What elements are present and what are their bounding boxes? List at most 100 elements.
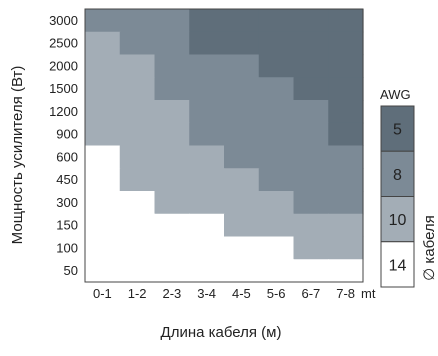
y-tick-label: 3000 — [49, 13, 78, 28]
heatmap-cell — [224, 191, 260, 215]
heatmap-cell — [224, 54, 260, 78]
y-tick-label: 1200 — [49, 104, 78, 119]
heatmap-cell — [258, 77, 295, 101]
heatmap-cell — [293, 168, 329, 192]
heatmap-cell — [85, 100, 121, 124]
heatmap-cell — [293, 259, 329, 283]
y-tick-label: 600 — [56, 149, 78, 164]
heatmap-cell — [154, 259, 190, 283]
heatmap-cell — [119, 54, 156, 78]
heatmap-cell — [154, 100, 190, 124]
x-axis-title: Длина кабеля (м) — [161, 324, 282, 341]
heatmap-cell — [85, 168, 121, 192]
heatmap-cell — [189, 213, 225, 238]
heatmap-cell — [328, 236, 364, 260]
x-unit-label: mt — [361, 286, 376, 301]
heatmap-cell — [154, 54, 190, 78]
y-tick-label: 900 — [56, 127, 78, 142]
heatmap-cell — [154, 145, 190, 169]
y-tick-label: 100 — [56, 240, 78, 255]
heatmap-cell — [293, 100, 329, 124]
heatmap-cell — [224, 77, 260, 101]
heatmap-cell — [258, 122, 295, 147]
heatmap-cell — [224, 168, 260, 192]
heatmap-cell — [293, 31, 329, 56]
legend-label: 14 — [389, 257, 407, 274]
y-tick-label: 150 — [56, 218, 78, 233]
heatmap-cell — [328, 191, 364, 215]
heatmap-cell — [119, 213, 156, 238]
heatmap-cell — [85, 191, 121, 215]
heatmap-cell — [328, 100, 364, 124]
y-tick-label: 1500 — [49, 81, 78, 96]
plot-border — [84, 8, 364, 283]
heatmap-cell — [293, 145, 329, 169]
heatmap-cell — [85, 213, 121, 238]
heatmap-cell — [328, 213, 364, 238]
heatmap-cell — [224, 122, 260, 147]
heatmap-cell — [293, 236, 329, 260]
heatmap-cell — [328, 31, 364, 56]
heatmap-cell — [85, 145, 121, 169]
heatmap-cell — [85, 236, 121, 260]
x-tick-labels: 0-1 1-2 2-3 3-4 4-5 5-6 6-7 7-8 — [93, 286, 355, 301]
heatmap-cell — [328, 259, 364, 283]
heatmap-cell — [224, 259, 260, 283]
heatmap-cell — [224, 213, 260, 238]
heatmap-cell — [119, 168, 156, 192]
heatmap-cell — [224, 31, 260, 56]
heatmap-cell — [85, 31, 121, 56]
heatmap-cell — [293, 191, 329, 215]
heatmap-cell — [154, 122, 190, 147]
y-axis-title: Мощность усилителя (Вт) — [9, 66, 26, 245]
heatmap-cell — [224, 236, 260, 260]
heatmap-cell — [328, 145, 364, 169]
y-tick-label: 2000 — [49, 58, 78, 73]
heatmap-cell — [258, 31, 295, 56]
heatmap-cell — [85, 9, 121, 33]
heatmap-cell — [224, 100, 260, 124]
heatmap-cell — [293, 9, 329, 33]
heatmap-cell — [154, 31, 190, 56]
heatmap-cell — [328, 54, 364, 78]
x-tick-label: 2-3 — [162, 286, 181, 301]
heatmap-cell — [258, 9, 295, 33]
heatmap-cell — [258, 213, 295, 238]
heatmap-cell — [119, 9, 156, 33]
heatmap-cell — [293, 213, 329, 238]
awg-legend: 5 8 10 14 — [380, 105, 415, 288]
heatmap-grid — [85, 9, 364, 283]
heatmap-cell — [293, 77, 329, 101]
heatmap-cell — [119, 236, 156, 260]
x-tick-label: 6-7 — [301, 286, 320, 301]
y-tick-labels: 3000 2500 2000 1500 1200 900 600 450 300 150 100 50 — [49, 13, 78, 278]
heatmap-cell — [154, 9, 190, 33]
heatmap-cell — [224, 9, 260, 33]
heatmap-cell — [293, 54, 329, 78]
y-tick-label: 300 — [56, 195, 78, 210]
heatmap-cell — [293, 122, 329, 147]
y-tick-label: 50 — [64, 263, 78, 278]
heatmap-cell — [154, 77, 190, 101]
heatmap-cell — [154, 213, 190, 238]
heatmap-cell — [258, 54, 295, 78]
x-tick-label: 7-8 — [336, 286, 355, 301]
heatmap-cell — [224, 145, 260, 169]
heatmap-cell — [258, 168, 295, 192]
heatmap-cell — [328, 77, 364, 101]
y-tick-label: 450 — [56, 172, 78, 187]
heatmap-cell — [119, 31, 156, 56]
heatmap-cell — [258, 145, 295, 169]
heatmap-cell — [119, 122, 156, 147]
heatmap-cell — [258, 236, 295, 260]
heatmap-cell — [189, 77, 225, 101]
legend-side-label: ∅ кабеля — [421, 215, 438, 281]
x-tick-label: 0-1 — [93, 286, 112, 301]
heatmap-cell — [189, 31, 225, 56]
heatmap-cell — [258, 259, 295, 283]
x-tick-label: 1-2 — [128, 286, 147, 301]
heatmap-cell — [189, 259, 225, 283]
heatmap-cell — [258, 100, 295, 124]
heatmap-cell — [85, 122, 121, 147]
